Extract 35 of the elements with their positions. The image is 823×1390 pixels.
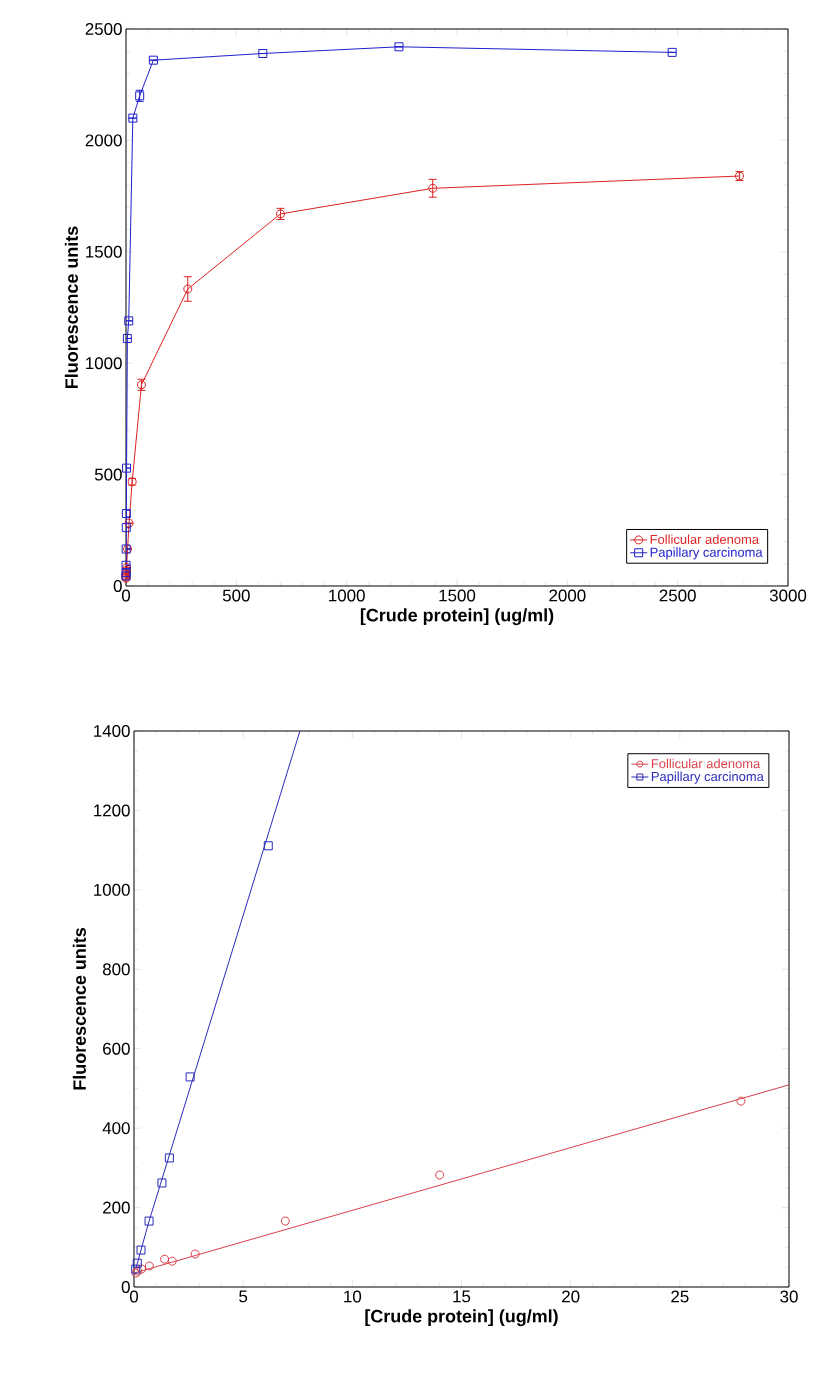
y-tick-label: 1500	[86, 245, 122, 258]
y-tick-label: 400	[102, 1122, 130, 1135]
x-tick-label: 2000	[549, 589, 586, 602]
legend-label: Papillary carcinoma	[650, 547, 763, 560]
y-axis-title: Fluorescence units	[72, 928, 86, 1090]
x-tick-label: 2500	[659, 589, 696, 602]
x-tick-label: 1500	[439, 589, 476, 602]
x-tick-label: 500	[222, 589, 250, 602]
x-tick-label: 25	[671, 1290, 689, 1303]
y-tick-label: 0	[121, 1281, 130, 1293]
y-tick-label: 600	[103, 1042, 130, 1055]
x-tick-label: 20	[562, 1290, 580, 1303]
x-axis-title: [Crude protein] (ug/ml)	[360, 608, 554, 626]
y-tick-label: 2500	[85, 22, 122, 35]
x-tick-label: 0	[129, 1290, 139, 1303]
y-tick-label: 1000	[94, 883, 130, 896]
y-tick-label: 1000	[86, 357, 122, 370]
x-tick-label: 3000	[769, 589, 807, 602]
y-tick-label: 200	[103, 1201, 130, 1214]
x-tick-label: 1000	[329, 589, 365, 602]
x-tick-label: 15	[453, 1290, 471, 1303]
x-tick-label: 30	[780, 1290, 798, 1303]
y-axis-title: Fluorescence units	[64, 226, 78, 388]
x-tick-label: 5	[239, 1290, 248, 1303]
y-tick-label: 800	[102, 963, 130, 976]
y-tick-label: 2000	[85, 134, 122, 147]
x-axis-title: [Crude protein] (ug/ml)	[365, 1309, 558, 1327]
x-tick-label: 10	[344, 1290, 362, 1303]
legend-label: Follicular adenoma	[651, 758, 761, 769]
y-tick-label: 500	[94, 468, 122, 481]
y-tick-label: 1400	[94, 724, 130, 737]
y-tick-label: 1200	[94, 804, 130, 817]
legend-label: Follicular adenoma	[650, 534, 760, 544]
y-tick-label: 0	[113, 579, 122, 592]
legend-label: Papillary carcinoma	[651, 771, 764, 784]
